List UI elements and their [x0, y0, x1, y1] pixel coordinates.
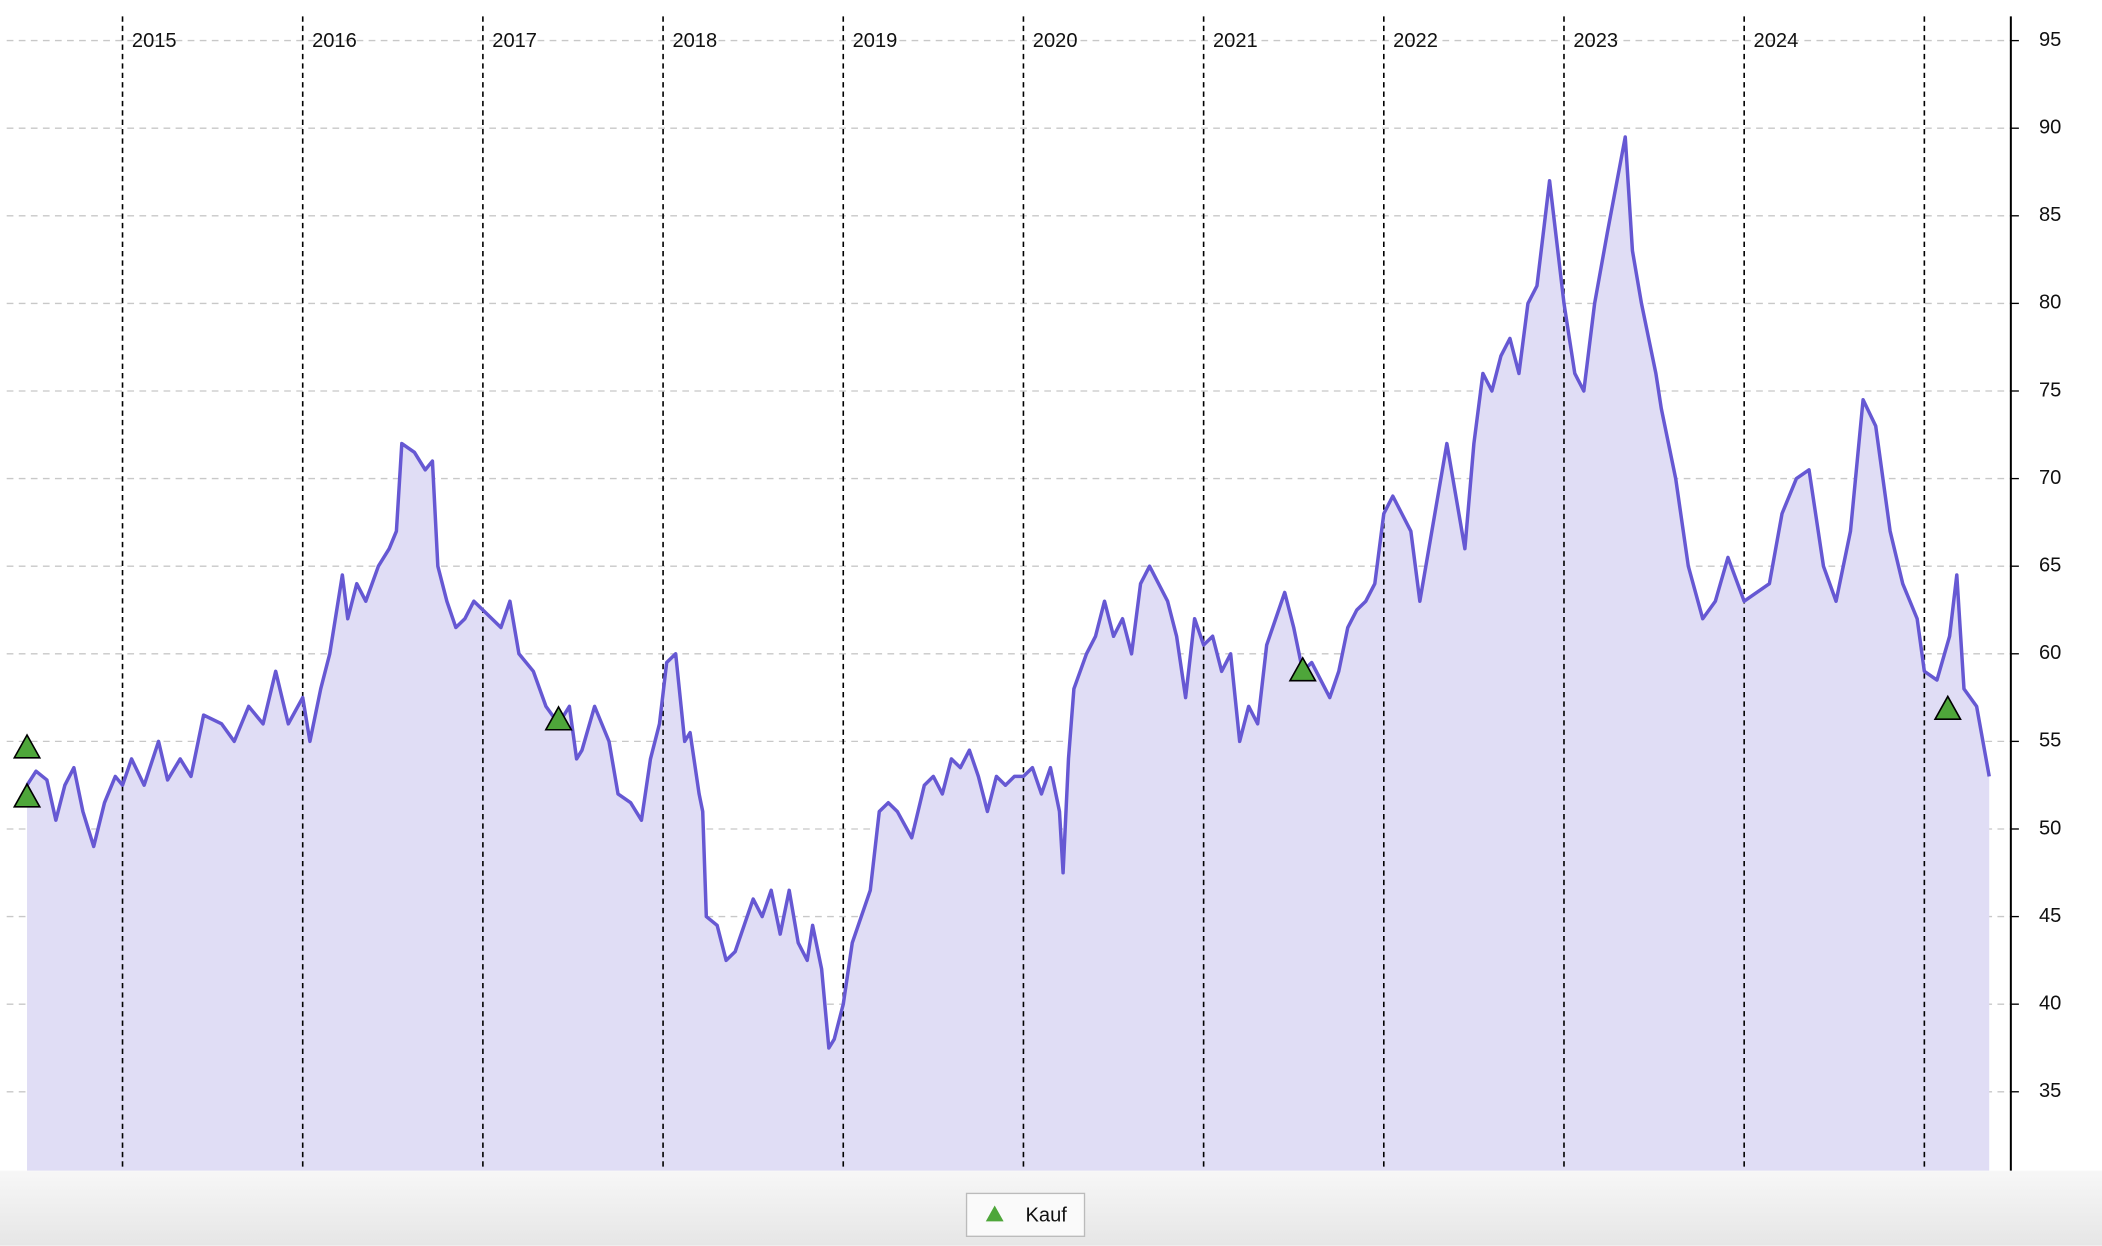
buy-marker: [544, 705, 573, 731]
buy-marker: [1288, 656, 1317, 682]
x-tick-label: 2020: [1033, 30, 1078, 52]
x-tick-label: 2024: [1754, 30, 1799, 52]
y-tick-label: 55: [2039, 730, 2061, 752]
y-tick-label: 60: [2039, 642, 2061, 664]
x-tick-label: 2018: [672, 30, 717, 52]
y-tick-label: 40: [2039, 992, 2061, 1014]
legend-box: [965, 1192, 1086, 1237]
y-tick-label: 70: [2039, 467, 2061, 489]
x-tick-label: 2016: [312, 30, 357, 52]
line: [25, 135, 1991, 1050]
y-tick-label: 75: [2039, 379, 2061, 401]
x-tick-label: 2019: [853, 30, 898, 52]
buy-marker: [12, 733, 42, 759]
legend-label: Kauf: [1026, 1205, 1068, 1227]
buy-marker: [1933, 694, 1962, 721]
buy-marker: [12, 782, 42, 808]
x-tick-label: 2021: [1213, 30, 1258, 52]
y-tick-label: 35: [2039, 1080, 2061, 1102]
area: [27, 136, 1990, 1171]
y-tick-label: 45: [2039, 905, 2061, 927]
y-tick-label: 95: [2039, 29, 2061, 51]
y-tick-label: 80: [2039, 292, 2061, 314]
legend-marker: [985, 1205, 1004, 1222]
y-tick-label: 90: [2039, 117, 2061, 139]
y-tick-label: 50: [2039, 817, 2061, 839]
x-tick-label: 2023: [1573, 30, 1618, 52]
legend: Kauf: [965, 1192, 1086, 1237]
x-tick-label: 2017: [492, 30, 537, 52]
y-tick-label: 65: [2039, 555, 2061, 577]
x-tick-label: 2022: [1393, 30, 1438, 52]
x-tick-label: 2015: [132, 30, 177, 52]
y-tick-label: 85: [2039, 204, 2061, 226]
